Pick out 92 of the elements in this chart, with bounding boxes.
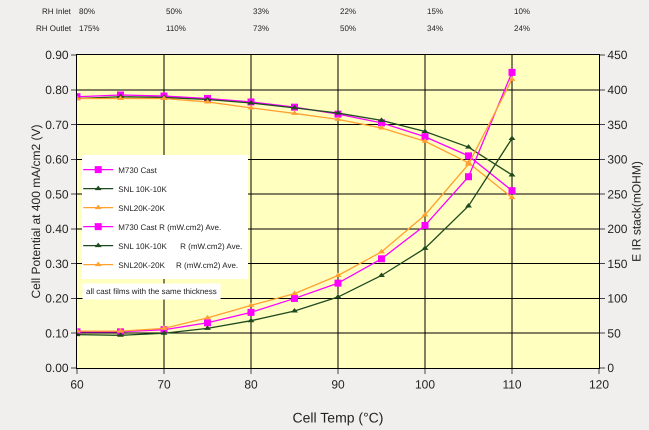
point — [422, 133, 428, 140]
point — [117, 332, 124, 337]
x-tick-label: 120 — [588, 377, 610, 392]
point — [204, 314, 211, 320]
point — [465, 144, 472, 149]
point — [465, 202, 472, 208]
point — [204, 325, 211, 330]
text: 33% — [253, 7, 270, 16]
point — [378, 117, 385, 122]
text: 50% — [340, 24, 356, 33]
point — [291, 110, 298, 115]
point — [422, 245, 428, 250]
point — [508, 135, 516, 140]
y2-tick-label: 50 — [607, 326, 622, 340]
y-tick-label: 0.40 — [45, 222, 69, 236]
point — [204, 319, 211, 326]
point — [334, 110, 342, 115]
y-tick-label: 0.70 — [45, 118, 69, 132]
x-tick-label: 80 — [244, 377, 258, 392]
x-axis-title: Cell Temp (°C) — [292, 410, 384, 426]
point — [508, 194, 516, 200]
y-tick-label: 0.90 — [45, 48, 69, 62]
point — [378, 125, 385, 130]
point — [117, 328, 124, 333]
point — [422, 222, 428, 229]
text: 110% — [166, 24, 186, 33]
point — [160, 325, 168, 330]
text: 80% — [79, 7, 96, 16]
y2-tick-label: 150 — [607, 256, 628, 271]
x-tick-label: 100 — [414, 377, 436, 392]
y2-tick-label: 0 — [607, 361, 614, 376]
legend-label: SNL 10K-10K — [118, 184, 168, 194]
point — [248, 318, 254, 322]
y2-tick-label: 250 — [607, 187, 628, 202]
text: RH Outlet — [36, 24, 72, 33]
point — [508, 76, 516, 81]
point — [334, 116, 342, 121]
x-tick-label: 70 — [157, 377, 171, 392]
legend-label: SNL 10K-10K R (mW.cm2) Ave. — [118, 242, 242, 251]
y2-tick-label: 350 — [607, 118, 628, 132]
point — [248, 308, 254, 316]
text: 73% — [253, 24, 270, 33]
legend-label: M730 Cast R (mW.cm2) Ave. — [118, 222, 222, 232]
text: 50% — [166, 7, 182, 16]
text: 175% — [79, 24, 100, 33]
y2-tick-label: 300 — [607, 152, 628, 167]
y-axis-title: Cell Potential at 400 mA/cm2 (V) — [29, 124, 44, 299]
point — [508, 68, 516, 76]
y2-tick-label: 200 — [607, 222, 628, 236]
point — [291, 308, 298, 312]
text: 10% — [514, 7, 530, 16]
text: 22% — [340, 7, 356, 16]
y-tick-label: 0.80 — [45, 82, 69, 97]
y-tick-label: 0.00 — [45, 361, 69, 376]
legend-label: SNL20K-20K R (mW.cm2) Ave. — [118, 260, 238, 270]
point — [378, 255, 385, 262]
point — [248, 104, 254, 110]
point — [465, 173, 472, 180]
point — [160, 330, 168, 335]
text: 15% — [427, 7, 444, 16]
point — [248, 302, 254, 307]
y-tick-label: 0.10 — [45, 326, 69, 340]
y2-tick-label: 100 — [607, 292, 628, 306]
point — [334, 294, 342, 299]
y-tick-label: 0.30 — [45, 256, 69, 271]
legend-label: SNL20K-20K — [118, 204, 166, 213]
point — [291, 294, 298, 302]
y2-tick-label: 400 — [607, 82, 628, 97]
y-tick-label: 0.50 — [45, 187, 69, 202]
point — [378, 272, 385, 277]
point — [465, 152, 472, 160]
point — [422, 138, 428, 143]
x-tick-label: 110 — [502, 377, 522, 392]
annotation: all cast films with the same thickness — [86, 287, 217, 296]
text: 34% — [427, 24, 444, 33]
y-tick-label: 0.60 — [45, 152, 69, 167]
y2-tick-label: 450 — [607, 48, 628, 62]
point — [422, 128, 428, 134]
x-tick-label: 90 — [331, 377, 345, 392]
text: 24% — [514, 24, 530, 33]
text: RH Inlet — [42, 7, 72, 16]
point — [334, 272, 342, 277]
x-tick-label: 60 — [70, 377, 84, 392]
legend-label: M730 Cast — [118, 166, 158, 175]
y-tick-label: 0.20 — [45, 292, 69, 306]
point — [422, 212, 428, 216]
point — [508, 187, 516, 194]
point — [378, 248, 385, 254]
point — [334, 280, 342, 287]
point — [291, 290, 298, 296]
point — [508, 172, 516, 176]
y2-axis-title: E IR stack(mOHM) — [630, 161, 644, 262]
